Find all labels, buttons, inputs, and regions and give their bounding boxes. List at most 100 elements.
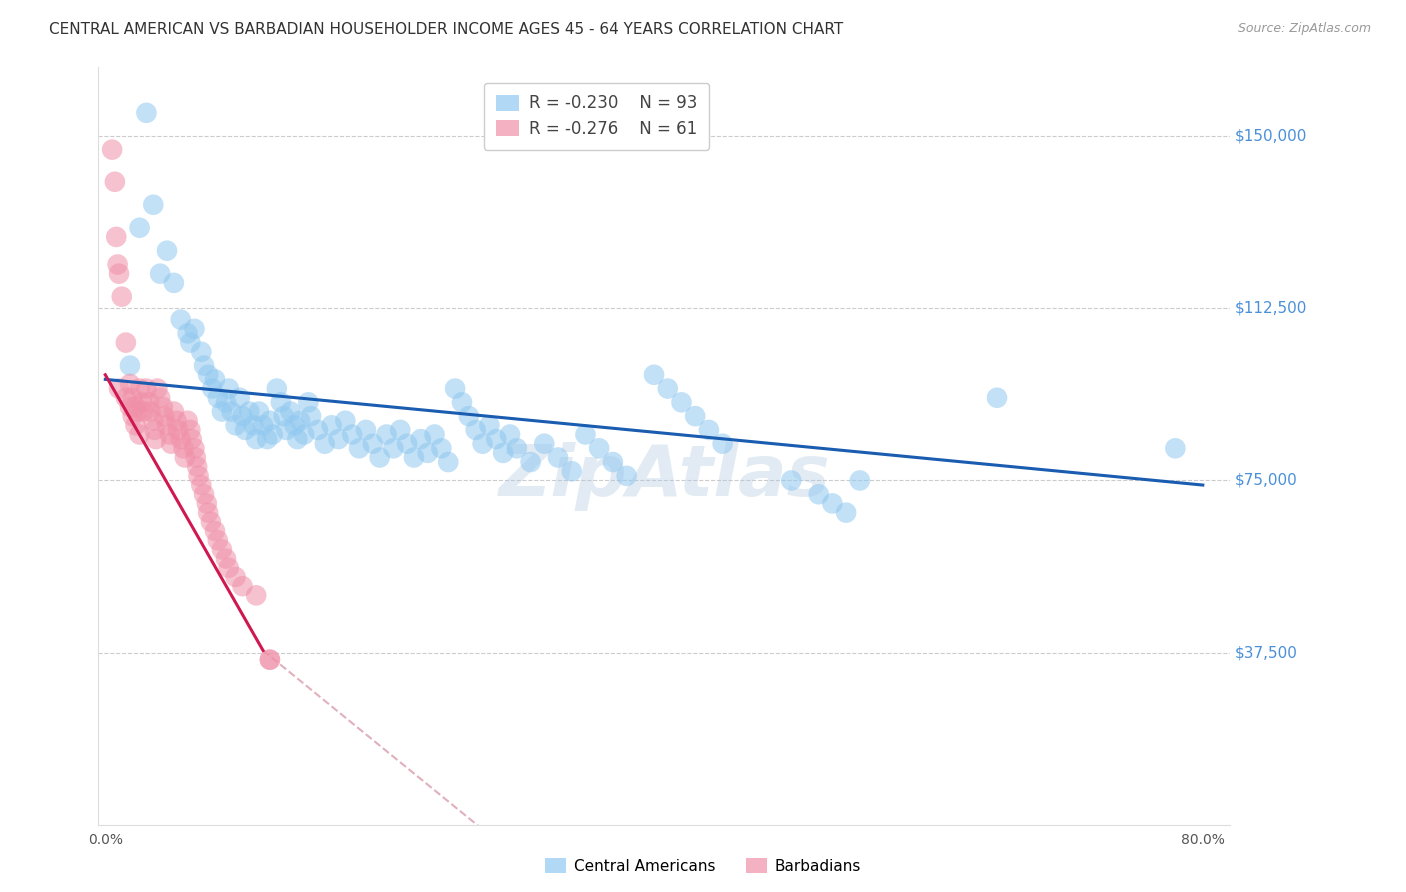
Point xyxy=(143,423,166,437)
Point xyxy=(215,551,238,566)
Point xyxy=(835,506,858,520)
Point xyxy=(780,474,803,488)
Point xyxy=(207,391,229,405)
Point xyxy=(561,464,583,478)
Point xyxy=(464,423,486,437)
Point xyxy=(697,423,720,437)
Point xyxy=(242,418,264,433)
Point xyxy=(108,382,131,396)
Point xyxy=(211,404,233,418)
Point xyxy=(547,450,569,465)
Point xyxy=(262,427,284,442)
Point xyxy=(207,533,229,548)
Point xyxy=(145,432,167,446)
Point xyxy=(135,106,157,120)
Point xyxy=(314,436,336,450)
Point xyxy=(176,414,198,428)
Point xyxy=(176,326,198,341)
Text: $37,500: $37,500 xyxy=(1234,645,1298,660)
Point xyxy=(368,450,391,465)
Point xyxy=(643,368,665,382)
Point xyxy=(451,395,474,409)
Point xyxy=(285,432,308,446)
Point xyxy=(430,442,453,456)
Point xyxy=(195,496,218,510)
Point xyxy=(124,418,146,433)
Text: $112,500: $112,500 xyxy=(1234,301,1306,316)
Point xyxy=(849,474,872,488)
Point xyxy=(288,414,311,428)
Point xyxy=(193,487,215,501)
Point xyxy=(342,427,364,442)
Point xyxy=(153,409,176,424)
Point xyxy=(204,524,226,538)
Point xyxy=(218,561,240,575)
Point xyxy=(166,414,188,428)
Point xyxy=(172,442,194,456)
Point xyxy=(416,446,439,460)
Point xyxy=(259,414,281,428)
Point xyxy=(711,436,734,450)
Point xyxy=(245,588,267,602)
Point xyxy=(807,487,830,501)
Point xyxy=(270,395,292,409)
Point xyxy=(499,427,522,442)
Point xyxy=(204,372,226,386)
Point xyxy=(259,653,281,667)
Point xyxy=(361,436,384,450)
Point xyxy=(657,382,679,396)
Point xyxy=(402,450,425,465)
Point xyxy=(142,198,165,212)
Legend: R = -0.230    N = 93, R = -0.276    N = 61: R = -0.230 N = 93, R = -0.276 N = 61 xyxy=(484,83,709,150)
Text: $150,000: $150,000 xyxy=(1234,128,1306,144)
Point xyxy=(121,409,143,424)
Point xyxy=(131,395,153,409)
Text: Source: ZipAtlas.com: Source: ZipAtlas.com xyxy=(1237,22,1371,36)
Point xyxy=(321,418,343,433)
Point xyxy=(354,423,377,437)
Point xyxy=(574,427,596,442)
Point xyxy=(115,335,138,350)
Point xyxy=(118,376,141,391)
Legend: Central Americans, Barbadians: Central Americans, Barbadians xyxy=(538,852,868,880)
Point xyxy=(101,143,124,157)
Point xyxy=(533,436,555,450)
Point xyxy=(821,496,844,510)
Point xyxy=(616,468,638,483)
Point xyxy=(683,409,706,424)
Point xyxy=(671,395,693,409)
Point xyxy=(211,542,233,557)
Point xyxy=(444,382,467,396)
Point xyxy=(266,382,288,396)
Point xyxy=(163,404,186,418)
Point xyxy=(389,423,412,437)
Point xyxy=(229,391,252,405)
Point xyxy=(297,395,319,409)
Point xyxy=(225,418,247,433)
Point xyxy=(190,478,212,492)
Point xyxy=(200,515,222,529)
Text: CENTRAL AMERICAN VS BARBADIAN HOUSEHOLDER INCOME AGES 45 - 64 YEARS CORRELATION : CENTRAL AMERICAN VS BARBADIAN HOUSEHOLDE… xyxy=(49,22,844,37)
Point xyxy=(160,436,183,450)
Point xyxy=(231,579,253,593)
Text: $75,000: $75,000 xyxy=(1234,473,1298,488)
Point xyxy=(124,400,146,414)
Point xyxy=(335,414,357,428)
Point xyxy=(197,506,219,520)
Point xyxy=(437,455,460,469)
Point xyxy=(138,395,160,409)
Point xyxy=(173,450,195,465)
Point xyxy=(197,368,219,382)
Point xyxy=(132,404,155,418)
Point xyxy=(471,436,494,450)
Point xyxy=(163,276,186,290)
Point xyxy=(115,391,138,405)
Point xyxy=(193,359,215,373)
Point xyxy=(233,423,256,437)
Point xyxy=(280,404,302,418)
Point xyxy=(276,423,298,437)
Point xyxy=(492,446,515,460)
Point xyxy=(183,442,205,456)
Point xyxy=(218,382,240,396)
Point xyxy=(146,382,169,396)
